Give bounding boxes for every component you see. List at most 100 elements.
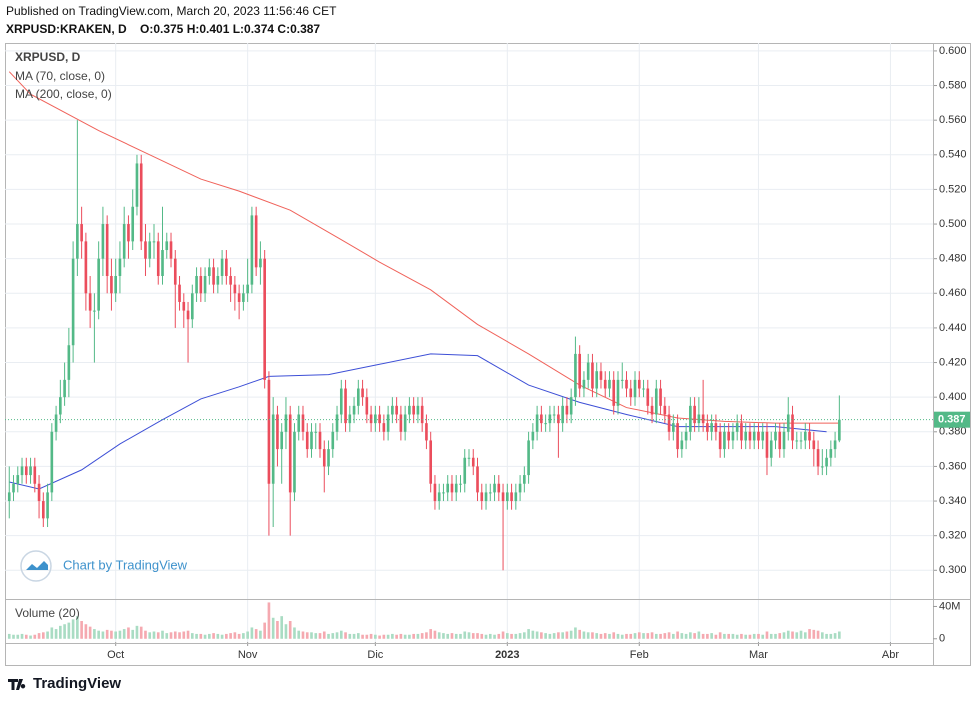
- candle-body: [352, 405, 356, 415]
- volume-bar: [825, 633, 828, 639]
- volume-bar: [527, 629, 530, 639]
- candle-body: [339, 388, 343, 415]
- candle-body: [395, 405, 398, 415]
- candle-body: [697, 414, 701, 424]
- volume-bar: [139, 626, 143, 639]
- volume-bar: [706, 633, 709, 639]
- candle-body: [301, 414, 305, 432]
- volume-bar: [791, 631, 794, 639]
- candle-body: [659, 388, 662, 406]
- candle-body: [357, 388, 360, 406]
- candle-body: [480, 492, 484, 502]
- candle-body: [637, 379, 641, 389]
- candle-body: [433, 483, 437, 502]
- candle-body: [599, 371, 603, 380]
- volume-bar: [391, 633, 394, 639]
- candle-body: [16, 475, 20, 484]
- candle-body: [63, 379, 66, 398]
- candle-body: [557, 414, 560, 424]
- volume-bar: [80, 621, 83, 639]
- volume-bar: [178, 632, 181, 639]
- volume-bar: [71, 619, 75, 639]
- y-tick-label: 40M: [939, 600, 960, 612]
- volume-bar: [625, 633, 628, 639]
- volume-bar: [574, 627, 577, 639]
- volume-bar: [595, 633, 599, 639]
- volume-bar: [718, 632, 722, 639]
- candle-body: [501, 492, 505, 502]
- volume-bar: [752, 633, 756, 639]
- x-tick-label: Nov: [238, 649, 258, 661]
- volume-bar: [786, 630, 790, 639]
- plot-layer: 0.300 0.320 0.340 0.360 0.380 0.400 0.420 0.440…: [5, 43, 967, 661]
- x-tick-label: Mar: [749, 649, 768, 661]
- candle-body: [93, 310, 96, 312]
- volume-bar: [488, 633, 492, 639]
- volume-bar: [135, 625, 139, 639]
- volume-bar: [199, 633, 203, 639]
- candle-body: [786, 414, 790, 432]
- candle-body: [310, 431, 313, 450]
- volume-bar: [63, 624, 66, 639]
- volume-bar: [646, 633, 650, 639]
- y-tick-label: 0.600: [939, 45, 967, 57]
- volume-bar: [242, 633, 245, 639]
- volume-bar: [305, 632, 309, 639]
- candle-body: [348, 414, 352, 424]
- volume-bar: [833, 633, 837, 639]
- candle-body: [80, 224, 83, 242]
- volume-bar: [169, 632, 173, 639]
- volume-bar: [246, 631, 249, 639]
- candle-body: [135, 163, 139, 207]
- volume-bar: [701, 633, 705, 639]
- candle-body: [574, 353, 577, 398]
- volume-bar: [633, 633, 637, 639]
- candle-body: [625, 379, 628, 389]
- candle-body: [344, 388, 347, 424]
- volume-bar: [467, 632, 471, 639]
- volume-bar: [748, 634, 752, 639]
- candle-body: [612, 379, 616, 406]
- candle-body: [812, 440, 816, 450]
- volume-bar: [429, 629, 433, 639]
- candle-body: [829, 449, 833, 458]
- y-tick-label: 0.480: [939, 253, 967, 265]
- candle-body: [510, 492, 513, 502]
- volume-bar: [816, 630, 820, 639]
- candle-body: [420, 405, 424, 424]
- candle-body: [531, 431, 535, 441]
- candle-body: [680, 440, 684, 450]
- candle-body: [446, 483, 450, 493]
- candle-body: [642, 388, 645, 390]
- candle-body: [246, 284, 249, 294]
- volume-bar: [378, 635, 381, 639]
- volume-bar: [757, 633, 760, 639]
- candle-body: [689, 405, 692, 432]
- candle-body: [497, 483, 501, 493]
- volume-bar: [365, 634, 369, 639]
- volume-bar: [778, 633, 782, 639]
- candle-body: [374, 414, 377, 424]
- candle-body: [335, 414, 339, 432]
- volume-bar: [412, 633, 415, 639]
- volume-bar: [97, 630, 100, 639]
- volume-bar: [7, 633, 11, 639]
- volume-bar: [88, 626, 92, 639]
- candle-body: [88, 293, 92, 311]
- candle-body: [386, 414, 390, 432]
- candle-body: [67, 345, 71, 380]
- candle-body: [523, 475, 526, 484]
- volume-bar: [540, 632, 543, 639]
- x-tick-label: Oct: [107, 649, 124, 661]
- y-tick-label: 0.520: [939, 183, 967, 195]
- volume-bar: [654, 633, 658, 639]
- y-tick-label: 0.460: [939, 287, 967, 299]
- volume-bar: [710, 633, 713, 639]
- volume-bar: [114, 631, 117, 639]
- candle-body: [118, 258, 122, 276]
- volume-bar: [237, 633, 241, 639]
- volume-bar: [127, 627, 130, 639]
- volume-bar: [208, 633, 211, 639]
- volume-bar: [288, 621, 292, 639]
- candle-body: [471, 457, 475, 467]
